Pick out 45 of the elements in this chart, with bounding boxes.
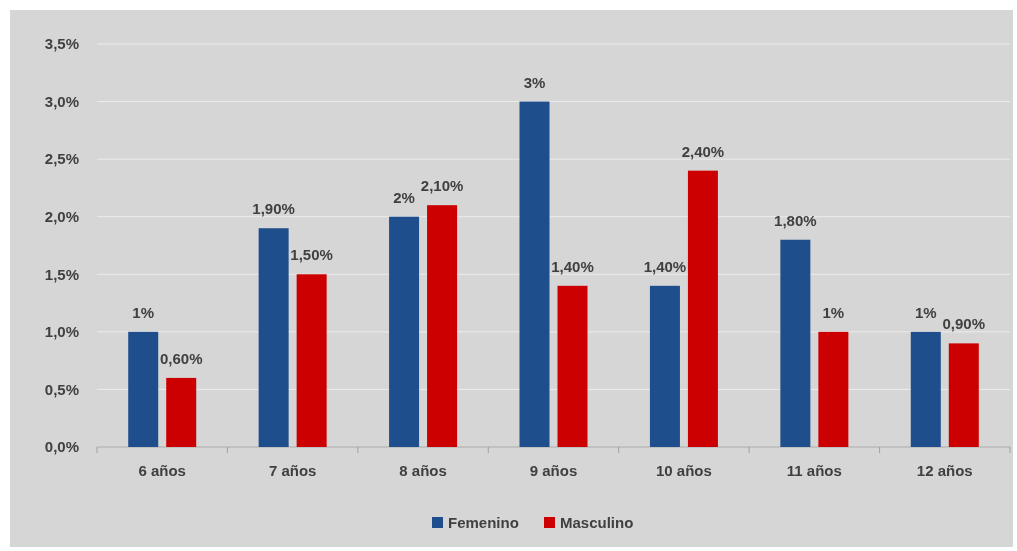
data-label: 1,40% bbox=[551, 257, 594, 275]
bar bbox=[780, 239, 811, 447]
data-label: 1% bbox=[132, 303, 155, 321]
bar bbox=[519, 101, 550, 447]
data-label: 1% bbox=[822, 303, 845, 321]
y-tick-label: 0,5% bbox=[44, 380, 79, 398]
bar bbox=[389, 216, 420, 447]
x-tick-label: 7 años bbox=[268, 462, 317, 479]
y-tick-label: 3,0% bbox=[44, 92, 79, 110]
data-label: 2,10% bbox=[420, 177, 464, 195]
data-label: 1,40% bbox=[643, 257, 687, 275]
data-label: 1,50% bbox=[290, 246, 333, 264]
data-label: 0,60% bbox=[159, 349, 203, 367]
y-tick-label: 2,5% bbox=[44, 150, 79, 168]
y-tick-label: 3,5% bbox=[44, 35, 79, 53]
bar bbox=[818, 331, 849, 447]
y-tick-label: 0,0% bbox=[44, 438, 79, 456]
data-label: 1,90% bbox=[252, 200, 295, 218]
data-label: 1,80% bbox=[774, 211, 817, 229]
y-tick-label: 2,0% bbox=[44, 207, 79, 225]
x-tick-label: 8 años bbox=[399, 462, 447, 479]
x-tick-label: 12 años bbox=[916, 462, 973, 479]
bar bbox=[296, 274, 327, 447]
bar bbox=[948, 343, 979, 447]
bar bbox=[649, 285, 680, 447]
x-tick-label: 10 años bbox=[655, 462, 712, 479]
bar bbox=[687, 170, 718, 447]
legend-label: Masculino bbox=[560, 514, 634, 532]
bar bbox=[166, 377, 197, 447]
x-tick-label: 6 años bbox=[138, 462, 186, 479]
bar bbox=[258, 228, 289, 447]
data-label: 2,40% bbox=[681, 142, 725, 160]
y-tick-label: 1,0% bbox=[44, 323, 79, 341]
x-tick-label: 11 años bbox=[786, 462, 842, 479]
data-label: 3% bbox=[523, 73, 546, 91]
bar bbox=[557, 285, 588, 447]
y-tick-label: 1,5% bbox=[44, 265, 79, 283]
data-label: 0,90% bbox=[942, 315, 986, 333]
bar bbox=[910, 331, 941, 447]
legend-label: Femenino bbox=[448, 514, 519, 532]
data-label: 1% bbox=[914, 303, 937, 321]
bar bbox=[427, 205, 458, 447]
bar bbox=[128, 331, 159, 447]
data-label: 2% bbox=[393, 188, 415, 206]
x-tick-label: 9 años bbox=[529, 462, 578, 479]
